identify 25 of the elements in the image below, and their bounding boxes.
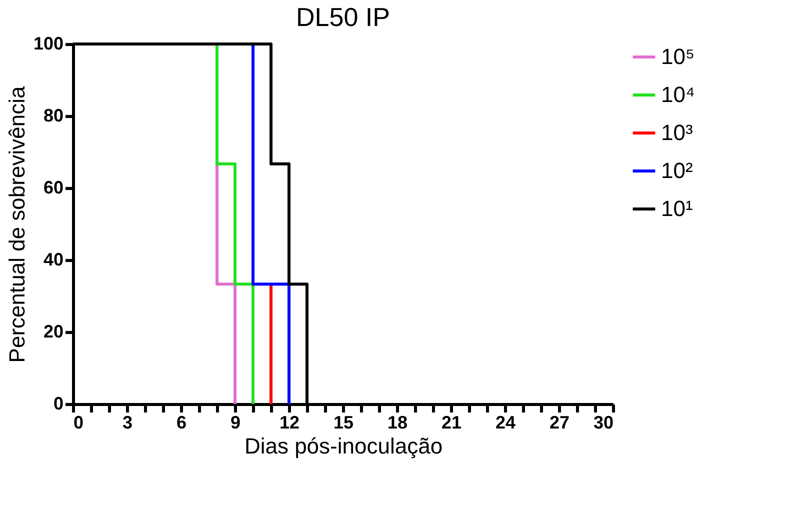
y-tick-label: 60: [43, 178, 64, 198]
y-tick-label: 80: [43, 106, 64, 126]
y-tick-label: 20: [43, 322, 64, 342]
y-tick-label: 100: [33, 34, 64, 54]
x-tick-label: 15: [333, 412, 354, 432]
legend-label: 10⁴: [661, 82, 695, 107]
legend-label: 10³: [661, 120, 693, 145]
y-tick-label: 0: [53, 394, 64, 414]
x-tick-label: 12: [279, 412, 300, 432]
x-tick-label: 9: [230, 412, 241, 432]
chart-title: DL50 IP: [296, 2, 390, 32]
x-tick-label: 6: [176, 412, 187, 432]
y-axis-title: Percentual de sobrevivência: [4, 86, 30, 363]
x-tick-label: 21: [441, 412, 462, 432]
x-tick-label: 27: [549, 412, 570, 432]
legend-label: 10²: [661, 158, 693, 183]
x-tick-label: 18: [387, 412, 408, 432]
legend-label: 10⁵: [661, 44, 695, 69]
x-axis-title: Dias pós-inoculação: [244, 434, 443, 458]
x-tick-label: 0: [74, 412, 84, 432]
x-tick-label: 3: [122, 412, 133, 432]
legend-label: 10¹: [661, 196, 693, 221]
x-tick-label: 30: [593, 412, 614, 432]
y-tick-label: 40: [43, 250, 64, 270]
x-tick-label: 24: [495, 412, 516, 432]
